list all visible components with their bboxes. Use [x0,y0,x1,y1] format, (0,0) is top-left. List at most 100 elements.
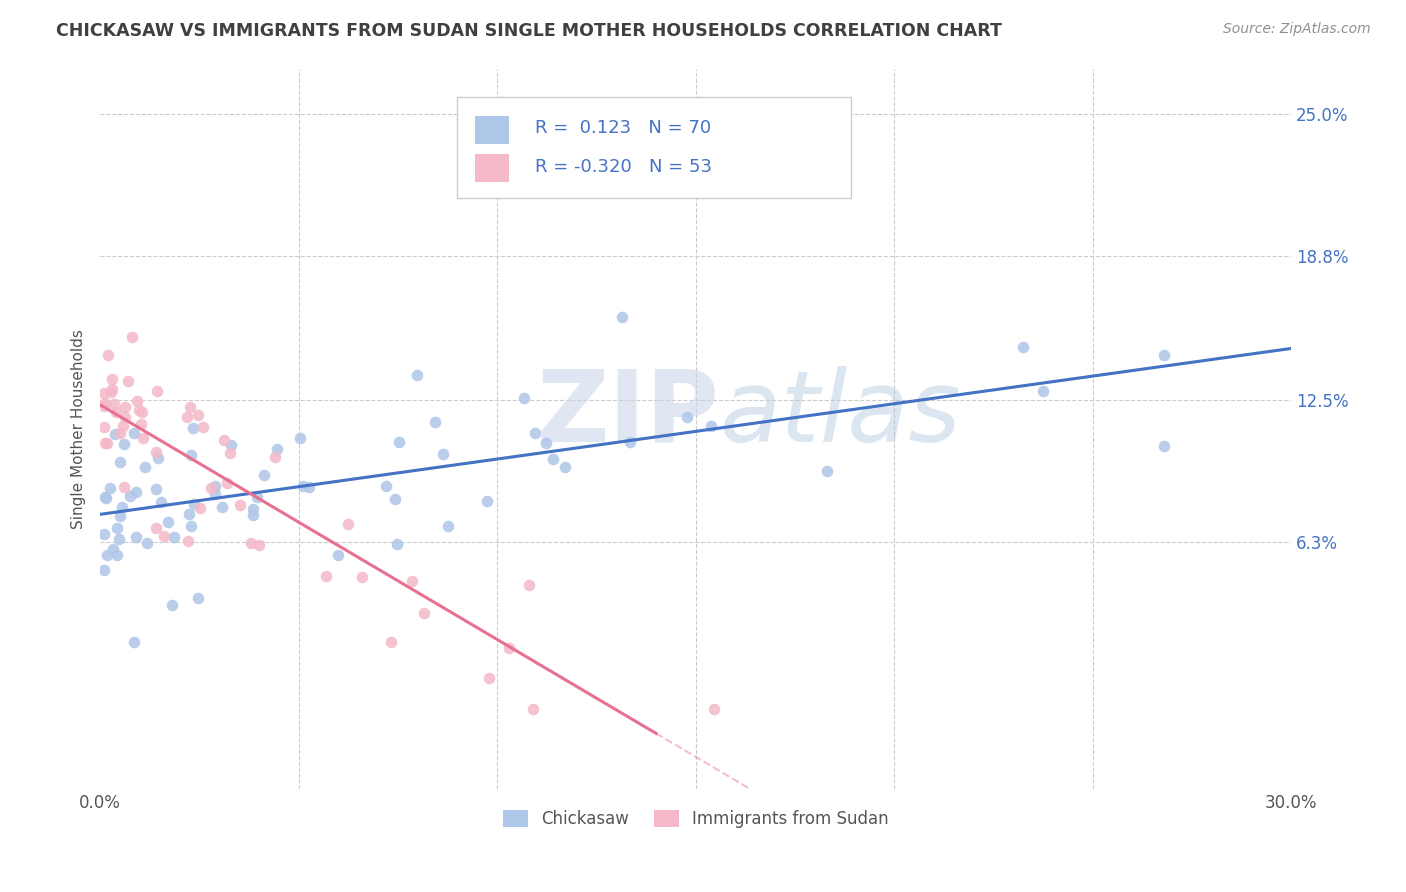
Point [1153,347,1175,361]
Point [180,449,202,463]
Point [180,519,202,533]
Point [406,368,429,383]
Point [176,410,198,425]
Text: Source: ZipAtlas.com: Source: ZipAtlas.com [1223,22,1371,37]
Point [124,635,146,649]
Point [401,574,423,588]
Point [534,436,557,450]
Point [266,442,288,457]
Point [107,532,129,546]
Point [517,578,540,592]
Point [93,399,115,413]
Point [135,535,157,549]
Point [298,480,321,494]
Point [96,548,118,562]
Point [1153,439,1175,453]
Point [112,480,135,494]
Point [114,400,136,414]
Point [288,431,311,445]
Point [124,425,146,440]
Point [134,460,156,475]
Point [815,464,838,478]
Point [176,533,198,548]
Text: CHICKASAW VS IMMIGRANTS FROM SUDAN SINGLE MOTHER HOUSEHOLDS CORRELATION CHART: CHICKASAW VS IMMIGRANTS FROM SUDAN SINGL… [56,22,1002,40]
Point [385,537,408,551]
Point [292,479,315,493]
Point [128,402,150,417]
Point [152,529,174,543]
Point [242,501,264,516]
Text: atlas: atlas [720,366,962,463]
Point [118,489,141,503]
Point [103,397,125,411]
Point [703,702,725,716]
Point [108,425,131,440]
Point [212,433,235,447]
Point [1012,339,1035,353]
Point [328,548,350,562]
Point [522,702,544,716]
Point [117,374,139,388]
Point [145,482,167,496]
Point [125,394,148,409]
Point [513,391,536,405]
Point [541,452,564,467]
Text: R =  0.123   N = 70: R = 0.123 N = 70 [534,120,711,137]
Point [388,435,411,450]
Point [149,495,172,509]
Point [315,569,337,583]
Point [94,491,117,505]
Point [181,420,204,434]
Point [179,507,201,521]
Point [93,527,115,541]
Point [121,330,143,344]
Point [105,405,128,419]
Point [676,409,699,424]
Point [94,435,117,450]
Point [478,671,501,685]
Point [105,521,128,535]
Point [1032,384,1054,399]
Point [93,385,115,400]
Point [111,419,134,434]
Point [96,436,118,450]
Point [186,591,208,605]
Point [700,418,723,433]
Point [619,434,641,449]
Point [188,500,211,515]
Point [145,445,167,459]
Point [242,508,264,522]
Point [523,426,546,441]
Legend: Chickasaw, Immigrants from Sudan: Chickasaw, Immigrants from Sudan [496,804,896,835]
Text: ZIP: ZIP [537,366,720,463]
Point [229,498,252,512]
Point [129,417,152,432]
Point [105,548,128,562]
Text: R = -0.320   N = 53: R = -0.320 N = 53 [534,158,711,176]
Point [94,490,117,504]
Point [218,446,240,460]
Point [498,641,520,656]
Point [211,500,233,515]
Point [612,310,634,325]
Point [97,347,120,361]
Point [437,519,460,533]
Point [145,521,167,535]
Point [111,500,134,515]
Point [98,481,121,495]
Point [204,487,226,501]
Point [131,405,153,419]
Point [101,382,124,396]
Point [114,410,136,425]
Point [200,481,222,495]
Point [187,408,209,422]
Point [101,541,124,556]
Point [554,459,576,474]
Y-axis label: Single Mother Households: Single Mother Households [72,329,86,529]
Point [93,420,115,434]
Point [183,497,205,511]
Point [375,479,398,493]
Point [156,515,179,529]
Point [423,415,446,429]
Point [125,484,148,499]
